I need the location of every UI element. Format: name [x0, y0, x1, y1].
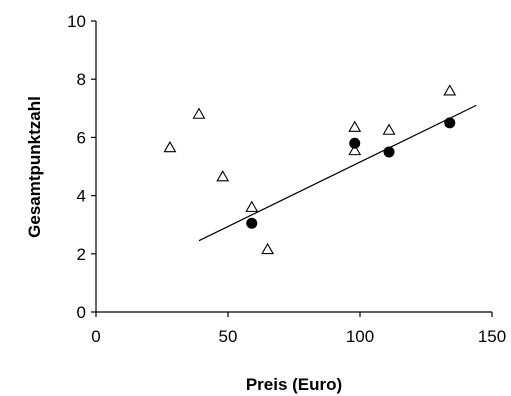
- y-tick-label: 6: [77, 128, 86, 147]
- triangle-point: [443, 84, 457, 96]
- x-tick-label: 50: [219, 327, 238, 346]
- circle-point: [383, 146, 395, 158]
- y-tick-label: 10: [67, 12, 86, 31]
- x-tick-label: 100: [346, 327, 374, 346]
- circle-point: [349, 137, 361, 149]
- trendline-group: [198, 104, 477, 242]
- axes: [95, 21, 492, 313]
- triangle-point: [192, 107, 206, 119]
- triangle-point: [348, 120, 362, 132]
- data-points: [163, 84, 457, 255]
- triangle-point: [216, 170, 230, 182]
- y-tick-label: 4: [77, 187, 86, 206]
- circle-point: [444, 117, 456, 129]
- triangle-point: [245, 200, 259, 212]
- x-axis-title: Preis (Euro): [246, 375, 342, 394]
- triangle-point: [382, 123, 396, 135]
- y-axis-title: Gesamtpunktzahl: [25, 96, 44, 238]
- triangle-point: [261, 242, 275, 255]
- y-tick-label: 8: [77, 70, 86, 89]
- circle-point: [246, 217, 258, 229]
- x-tick-label: 0: [91, 327, 100, 346]
- trendline: [198, 104, 477, 242]
- y-tick-label: 0: [77, 303, 86, 322]
- triangle-point: [163, 140, 177, 153]
- y-tick-label: 2: [77, 245, 86, 264]
- triangle-point: [348, 143, 362, 156]
- x-tick-label: 150: [478, 327, 506, 346]
